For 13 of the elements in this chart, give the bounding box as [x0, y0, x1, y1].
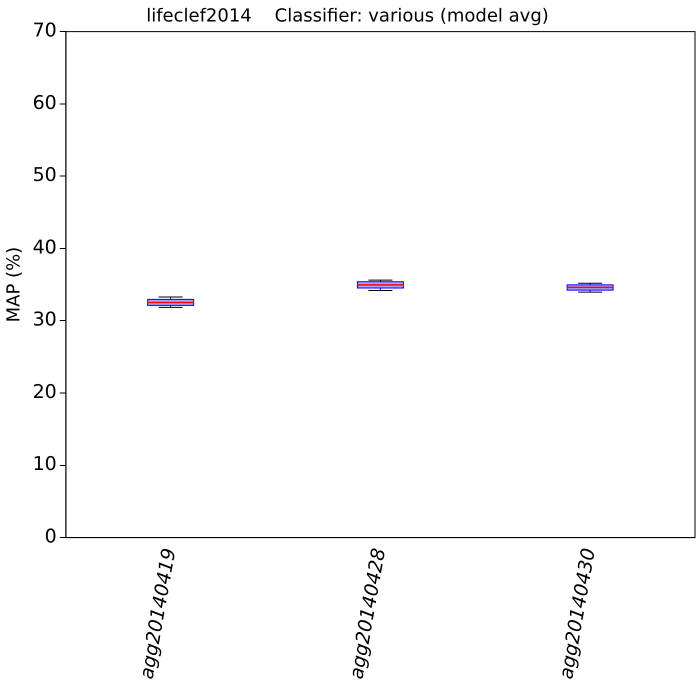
- y-tick-label: 20: [32, 380, 57, 403]
- y-tick-label: 60: [32, 92, 57, 114]
- y-tick-label: 70: [32, 20, 57, 42]
- chart-title: lifeclef2014 Classifier: various (model avg): [146, 5, 549, 26]
- x-tick-label: agg20140428: [346, 546, 390, 681]
- x-tick-label: agg20140419: [136, 546, 180, 681]
- y-tick-label: 10: [32, 453, 57, 476]
- y-tick-label: 0: [44, 526, 57, 548]
- y-tick-label: 30: [32, 308, 57, 331]
- y-tick-label: 40: [32, 236, 57, 258]
- y-axis-title: MAP (%): [3, 246, 24, 322]
- y-tick-label: 50: [32, 164, 57, 186]
- x-tick-label: agg20140430: [555, 546, 600, 681]
